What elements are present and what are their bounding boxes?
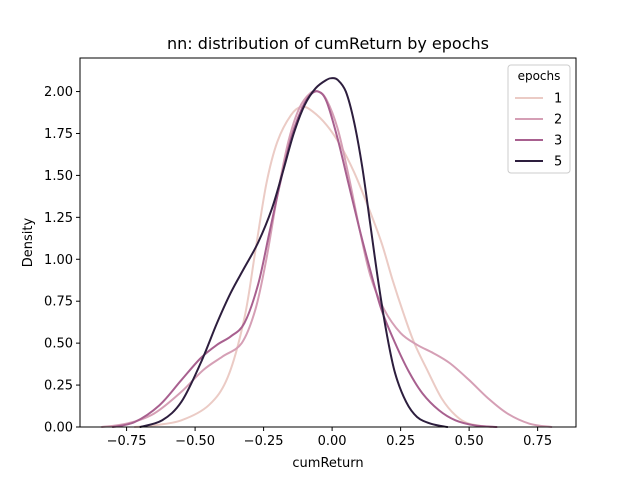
series-line-epoch-1 <box>133 105 493 428</box>
y-tick-label: 1.00 <box>44 253 73 268</box>
y-tick-label: 0.25 <box>44 379 73 394</box>
y-tick-label: 1.50 <box>44 169 73 184</box>
series-layer <box>100 77 553 428</box>
x-axis-label: cumReturn <box>292 456 363 471</box>
y-tick-label: 0.50 <box>44 337 73 352</box>
x-tick-label: −0.25 <box>244 434 284 449</box>
plot-frame <box>79 57 577 428</box>
y-tick-label: 1.75 <box>44 127 73 142</box>
x-tick-label: 0.75 <box>523 434 552 449</box>
legend-title: epochs <box>518 69 561 83</box>
series-line-epoch-2 <box>100 89 553 428</box>
x-tick-label: −0.75 <box>107 434 147 449</box>
x-tick-label: 0.50 <box>455 434 484 449</box>
legend-items: 1 2 3 5 <box>515 92 562 170</box>
x-tick-label: 0.00 <box>318 434 347 449</box>
y-tick-label: 1.25 <box>44 211 73 226</box>
series-line-epoch-3 <box>111 90 498 428</box>
x-tick-label: −0.50 <box>175 434 215 449</box>
legend-label: 2 <box>554 113 562 128</box>
legend-label: 5 <box>554 155 562 170</box>
chart-title: nn: distribution of cumReturn by epochs <box>167 34 489 53</box>
y-axis: 0.00 0.25 0.50 0.75 1.00 1.25 1.50 1.75 2.00 <box>44 85 80 436</box>
legend-label: 3 <box>554 134 562 149</box>
x-tick-label: 0.25 <box>386 434 415 449</box>
y-axis-label: Density <box>21 217 36 267</box>
legend: epochs 1 2 3 5 <box>507 64 571 174</box>
y-tick-label: 2.00 <box>44 85 73 100</box>
y-tick-label: 0.75 <box>44 295 73 310</box>
series-line-epoch-5 <box>139 77 449 428</box>
legend-label: 1 <box>554 92 562 107</box>
x-axis: −0.75 −0.50 −0.25 0.00 0.25 0.50 0.75 <box>107 427 552 449</box>
y-tick-label: 0.00 <box>44 421 73 436</box>
